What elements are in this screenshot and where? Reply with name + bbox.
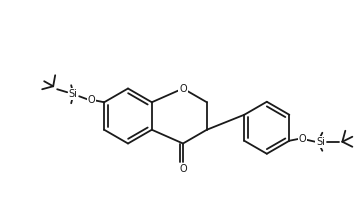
Text: O: O: [179, 164, 187, 173]
Text: O: O: [298, 134, 306, 144]
Text: Si: Si: [69, 89, 78, 99]
Text: O: O: [179, 84, 187, 93]
Text: Si: Si: [316, 137, 325, 147]
Text: O: O: [87, 95, 95, 105]
